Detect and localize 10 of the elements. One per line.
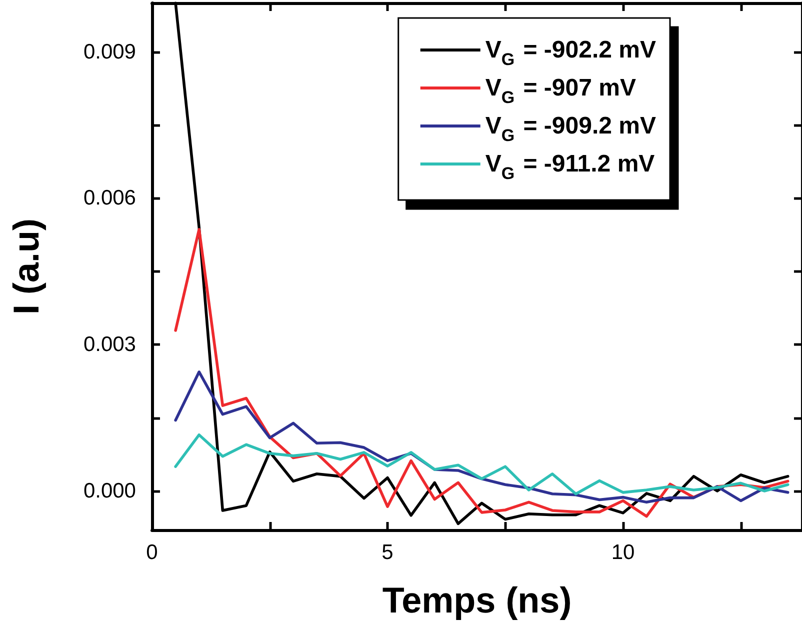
x-tick-label: 0 bbox=[146, 541, 158, 564]
x-axis-title: Temps (ns) bbox=[382, 580, 572, 620]
y-axis-title: I (a.u) bbox=[6, 218, 46, 314]
y-tick-label: 0.003 bbox=[83, 333, 136, 356]
line-series bbox=[174, 433, 790, 496]
x-tick-label: 5 bbox=[382, 541, 394, 564]
y-tick-label: 0.006 bbox=[83, 186, 136, 210]
y-tick-label: 0.009 bbox=[83, 40, 136, 64]
x-tick-label: 10 bbox=[611, 541, 635, 564]
y-tick-label: 0.000 bbox=[83, 479, 136, 502]
